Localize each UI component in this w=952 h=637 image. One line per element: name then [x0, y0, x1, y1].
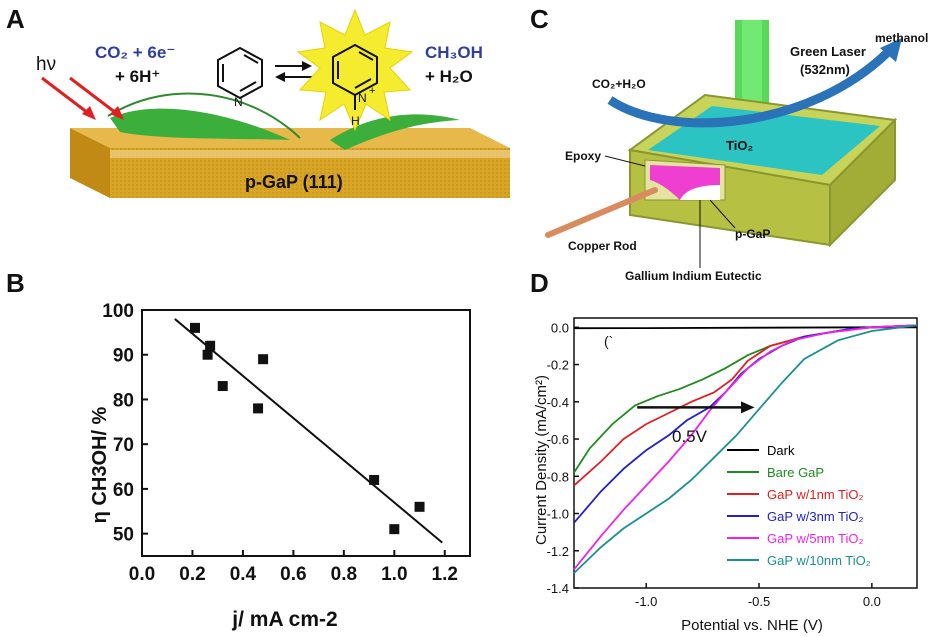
- leaf-left: [110, 108, 290, 140]
- flow-arrow: [607, 46, 894, 128]
- ch3oh-label-line2: + H₂O: [425, 67, 473, 86]
- d-xtick-label: -0.5: [748, 594, 770, 609]
- b-data-point: [253, 403, 264, 414]
- d-legend-label: GaP w/3nm TiO₂: [767, 509, 864, 524]
- b-xtick-label: 1.0: [381, 564, 407, 585]
- b-fit-line: [174, 318, 443, 544]
- b-data-point: [369, 474, 380, 485]
- b-data-point: [414, 501, 425, 512]
- b-ytick-label: 70: [113, 435, 134, 456]
- b-data-point: [217, 381, 228, 392]
- b-xtick-label: 0.8: [331, 564, 357, 585]
- d-legend-label: Bare GaP: [767, 465, 824, 480]
- d-series-line: [573, 324, 918, 574]
- pyridinium-n: N: [358, 91, 367, 105]
- panel-a-schematic: hν CO₂ + 6e⁻ + 6H⁺ CH₃OH + H₂O N N + H p…: [36, 8, 510, 198]
- pyridine-n: N: [234, 95, 243, 109]
- methanol-label: methanol: [875, 31, 928, 45]
- d-legend-label: GaP w/5nm TiO₂: [767, 531, 864, 546]
- d-ytick-label: -1.4: [547, 581, 569, 596]
- d-xtick-label: 0.0: [863, 594, 881, 609]
- d-ytick-label: -1.2: [547, 544, 569, 559]
- b-ytick-label: 80: [113, 390, 134, 411]
- panel-d-chart: -1.0 -0.5 0.0 0.0 -0.2 -0.4 -0.6 -0.8 -1.0 -1.2 -1…: [533, 317, 918, 634]
- panel-c-device: methanol Green Laser (532nm) CO₂+H₂O TiO…: [545, 20, 928, 283]
- d-xlabel: Potential vs. NHE (V): [681, 617, 823, 634]
- panel-label-d: D: [530, 268, 549, 298]
- b-data-point: [189, 322, 200, 333]
- leaf-right: [330, 114, 460, 150]
- pgap-label: p-GaP: [735, 227, 770, 241]
- ch3oh-label-line1: CH₃OH: [425, 43, 483, 62]
- pyridine-molecule: [217, 46, 263, 100]
- d-ytick-label: -0.6: [547, 432, 569, 447]
- d-legend-label: Dark: [767, 443, 795, 458]
- d-ytick-label: -0.8: [547, 469, 569, 484]
- panel-label-a: A: [6, 4, 25, 34]
- hv-label: hν: [36, 54, 56, 75]
- d-annotation: 0.5V: [672, 427, 708, 446]
- d-plot-frame: [573, 317, 918, 589]
- d-legend-label: GaP w/10nm TiO₂: [767, 553, 871, 568]
- b-xtick-label: 0.6: [280, 564, 306, 585]
- co2-label-line1: CO₂ + 6e⁻: [95, 43, 175, 62]
- eutectic-label: Gallium Indium Eutectic: [625, 269, 762, 283]
- d-xtick-label: -1.0: [635, 594, 657, 609]
- pyridinium-h: H: [351, 114, 360, 128]
- b-ylabel: η CH3OH/ %: [89, 406, 111, 523]
- substrate-label: p-GaP (111): [245, 172, 343, 192]
- copper-rod: [545, 187, 658, 238]
- b-ytick-label: 60: [113, 480, 134, 501]
- excitation-star: [296, 8, 414, 132]
- laser-label-line1: Green Laser: [790, 44, 866, 59]
- light-arrow-1: [41, 76, 93, 118]
- d-series-line: [573, 324, 918, 570]
- epoxy-label: Epoxy: [565, 149, 601, 163]
- tio2-label: TiO₂: [726, 138, 753, 153]
- b-data-point: [202, 349, 213, 360]
- pyridinium-molecule: [332, 43, 378, 110]
- b-ytick-label: 100: [102, 301, 134, 322]
- laser-label-line2: (532nm): [800, 62, 850, 77]
- d-legend-label: GaP w/1nm TiO₂: [767, 487, 864, 502]
- d-ylabel: Current Density (mA/cm²): [533, 375, 550, 545]
- substrate-front: [70, 128, 110, 198]
- panel-b-chart: 0.0 0.2 0.4 0.6 0.8 1.0 1.2 50 60 70 80 90 100 j/ mA…: [89, 301, 471, 631]
- b-data-point: [258, 354, 269, 365]
- b-xtick-label: 0.4: [230, 564, 257, 585]
- b-ytick-label: 90: [113, 346, 134, 367]
- light-arrow-2: [69, 76, 121, 118]
- copper-rod-label: Copper Rod: [568, 239, 637, 253]
- reactants-label: CO₂+H₂O: [592, 77, 646, 91]
- d-ytick-label: 0.0: [551, 320, 569, 335]
- d-ytick-label: -0.2: [547, 358, 569, 373]
- b-data-point: [389, 524, 400, 535]
- b-xtick-label: 0.2: [179, 564, 205, 585]
- pyridinium-plus: +: [369, 85, 375, 97]
- co2-label-line2: + 6H⁺: [115, 67, 160, 86]
- b-xtick-label: 1.2: [432, 564, 458, 585]
- b-xtick-label: 0.0: [129, 564, 155, 585]
- d-ytick-label: -0.4: [547, 395, 569, 410]
- b-plot-frame: [141, 309, 471, 557]
- b-data-point: [205, 340, 216, 351]
- panel-label-c: C: [530, 4, 549, 34]
- panel-label-b: B: [6, 268, 25, 298]
- b-ytick-label: 50: [113, 525, 134, 546]
- b-xlabel: j/ mA cm-2: [231, 608, 337, 631]
- d-bracket: (`: [604, 333, 613, 349]
- d-ytick-label: -1.0: [547, 507, 569, 522]
